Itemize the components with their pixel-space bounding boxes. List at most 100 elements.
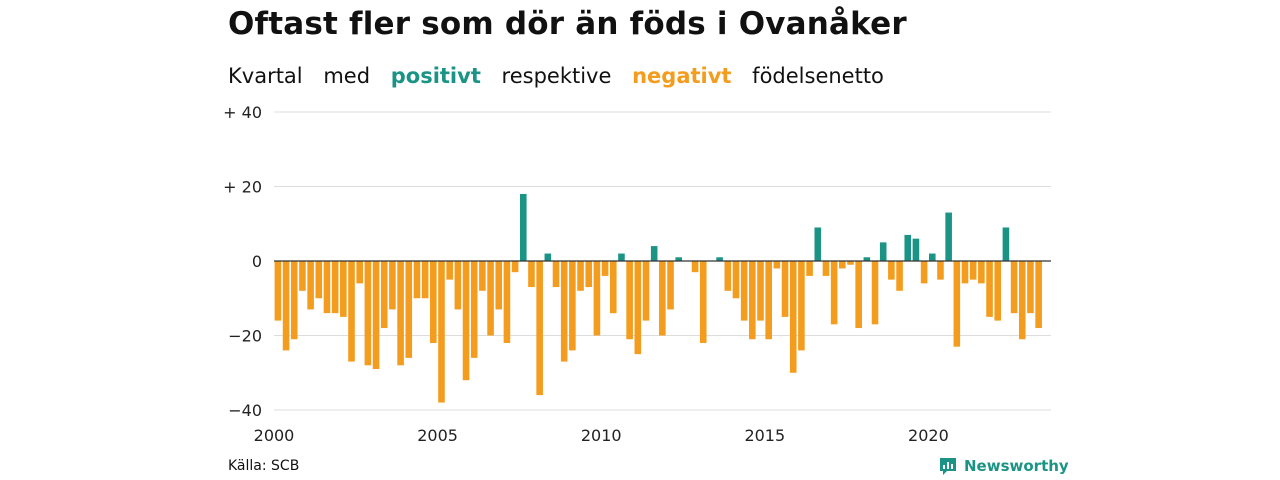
- bar: [920, 261, 928, 284]
- bar: [888, 261, 895, 280]
- bar: [454, 261, 462, 310]
- bar: [282, 261, 290, 351]
- bar: [577, 261, 584, 291]
- bar: [1010, 261, 1018, 314]
- bar: [732, 261, 740, 299]
- bar: [618, 253, 625, 261]
- bar: [855, 261, 862, 329]
- bar: [331, 261, 339, 314]
- bar: [847, 261, 854, 265]
- bar: [814, 227, 822, 261]
- x-tick-label: 2000: [254, 426, 295, 445]
- y-tick-label: + 20: [223, 178, 262, 197]
- subtitle-word-med: med: [323, 64, 371, 88]
- bar: [765, 261, 772, 340]
- y-tick-label: 0: [252, 252, 262, 271]
- bar: [945, 212, 952, 261]
- bar: [1002, 227, 1010, 261]
- bar: [274, 261, 282, 321]
- bar: [503, 261, 511, 343]
- brand-name: Newsworthy: [964, 457, 1069, 475]
- bar: [699, 261, 707, 343]
- bar: [961, 261, 969, 284]
- bar: [421, 261, 429, 299]
- source-note: Källa: SCB: [228, 458, 300, 474]
- bar: [896, 261, 903, 291]
- bar: [520, 193, 527, 261]
- bar: [348, 261, 355, 362]
- bar: [487, 261, 494, 336]
- bar: [757, 261, 764, 321]
- bar: [789, 261, 797, 373]
- newsworthy-logo: Newsworthy: [938, 456, 1069, 476]
- bar: [552, 261, 560, 288]
- bar: [667, 261, 674, 310]
- x-tick-label: 2020: [908, 426, 949, 445]
- bar: [740, 261, 748, 321]
- bar: [495, 261, 503, 310]
- x-tick-label: 2015: [744, 426, 785, 445]
- bar: [659, 261, 666, 336]
- bar: [626, 261, 633, 340]
- bar: [462, 261, 470, 381]
- bar: [323, 261, 331, 314]
- y-tick-label: −20: [228, 327, 262, 346]
- bar: [430, 261, 437, 343]
- bar: [356, 261, 363, 284]
- bar: [536, 261, 543, 396]
- bar: [839, 261, 846, 269]
- bar: [364, 261, 372, 366]
- bar: [724, 261, 732, 291]
- bar: [389, 261, 396, 310]
- y-axis-labels: + 40 + 20 0 −20 −40: [223, 103, 262, 420]
- bar: [1027, 261, 1034, 314]
- chart-title: Oftast fler som dör än föds i Ovanåker: [228, 6, 907, 42]
- bar: [806, 261, 813, 276]
- bar: [413, 261, 421, 299]
- bar: [953, 261, 961, 347]
- bar: [675, 257, 682, 261]
- y-tick-label: + 40: [223, 103, 262, 122]
- bar: [904, 234, 912, 261]
- bar: [405, 261, 413, 358]
- bar: [544, 253, 552, 261]
- bar: [479, 261, 486, 291]
- bar: [307, 261, 314, 310]
- bar: [593, 261, 601, 336]
- bar: [929, 253, 936, 261]
- bar: [601, 261, 609, 276]
- bar: [299, 261, 306, 291]
- bar: [650, 246, 658, 261]
- bar: [446, 261, 453, 280]
- bar: [830, 261, 838, 325]
- subtitle-positive-label: positivt: [390, 64, 481, 88]
- bar: [871, 261, 879, 325]
- bar: [511, 261, 519, 273]
- bar: [1018, 261, 1026, 340]
- chart-subtitle: Kvartal med positivt respektive negativt…: [228, 64, 898, 88]
- bar: [560, 261, 568, 362]
- bar-chart-logo-icon: [940, 458, 956, 475]
- bar: [470, 261, 478, 358]
- bar: [781, 261, 789, 317]
- x-tick-label: 2005: [417, 426, 458, 445]
- bar: [609, 261, 617, 314]
- bar: [372, 261, 380, 370]
- bar: [969, 261, 977, 280]
- bar: [315, 261, 323, 299]
- bar: [912, 238, 920, 261]
- bar: [986, 261, 993, 317]
- bar: [822, 261, 830, 276]
- bar: [585, 261, 593, 288]
- bar: [691, 261, 699, 273]
- bar: [798, 261, 805, 351]
- bar: [438, 261, 445, 403]
- bar: [569, 261, 576, 351]
- bars: [274, 193, 1042, 403]
- subtitle-word-kvartal: Kvartal: [228, 64, 303, 88]
- bar: [749, 261, 756, 340]
- subtitle-word-fodelsenetto: födelsenetto: [752, 64, 884, 88]
- x-axis-labels: 2000 2005 2010 2015 2020: [254, 426, 949, 445]
- bar: [863, 257, 871, 261]
